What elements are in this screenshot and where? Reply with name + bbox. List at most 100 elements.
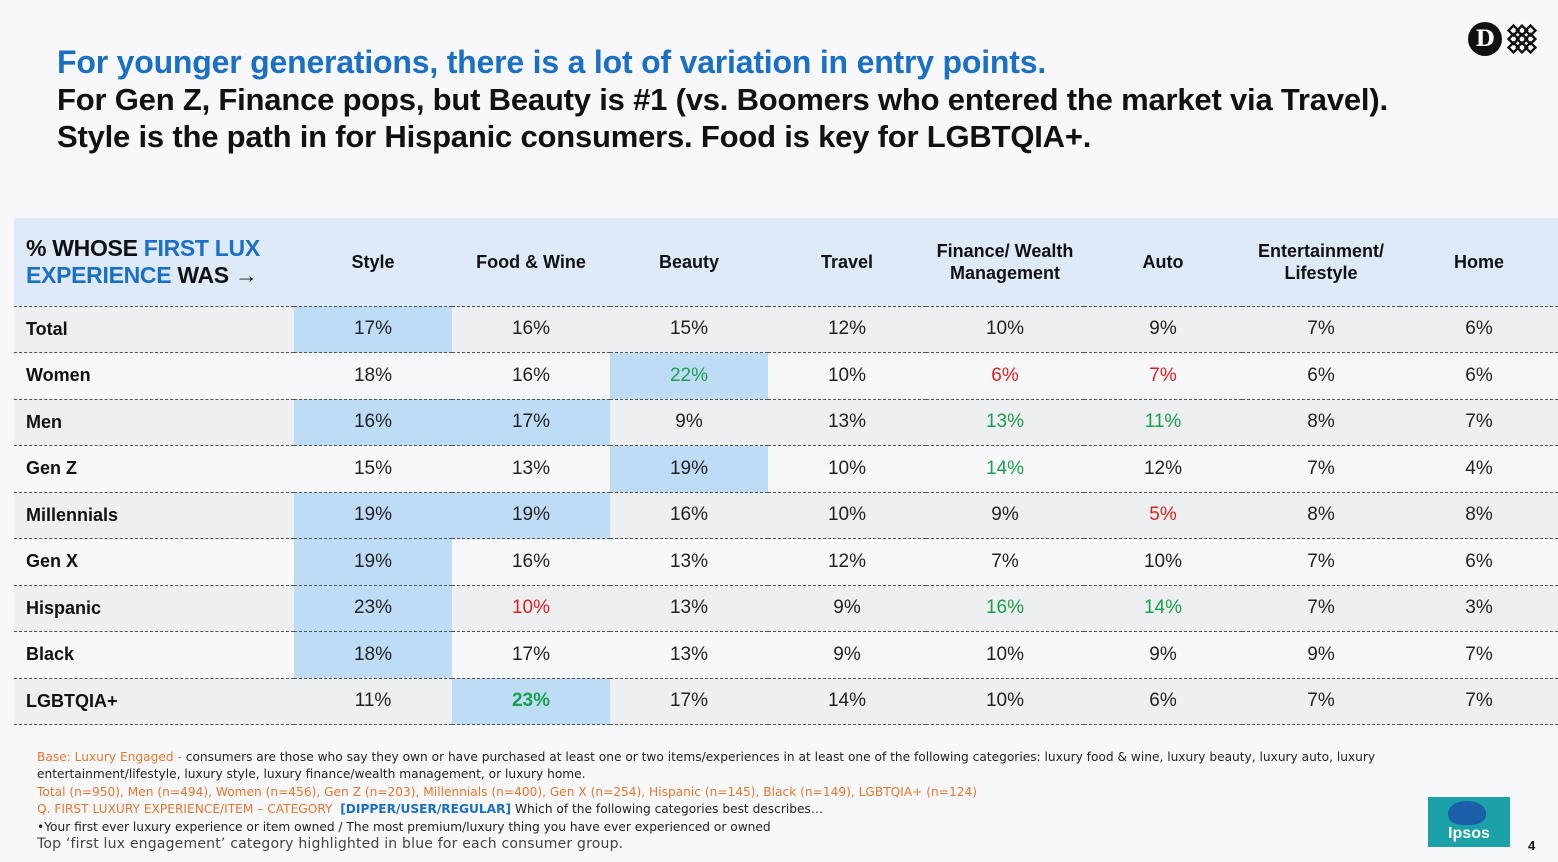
question-text: Which of the following categories best d… [511,802,824,817]
table-row: Men 16% 17% 9% 13% 13% 11% 8% 7% [14,399,1558,446]
table-cell: 6% [1465,364,1493,386]
table-row: Gen Z 15% 13% 19% 10% 14% 12% 7% 4% [14,445,1558,492]
table-cell: 17% [294,306,452,353]
row-label: Total [26,318,68,339]
footnotes: Base: Luxury Engaged - consumers are tho… [37,749,1437,853]
table-header-row: % WHOSE FIRST LUX EXPERIENCE WAS → Style… [14,218,1558,306]
table-cell: 3% [1465,597,1493,619]
column-header: Travel [768,218,926,306]
table-cell: 13% [985,411,1025,433]
table-cell: 7% [1307,457,1335,479]
table-cell: 16% [511,550,551,572]
row-label: Gen X [26,551,79,572]
table-cell: 19% [452,492,610,539]
table-cell: 10% [985,643,1025,665]
table-cell: 16% [669,504,709,526]
ipsos-logo-mark-icon [1448,801,1486,825]
column-header: Style [294,218,452,306]
table-cell: 19% [294,492,452,539]
column-header: Auto [1084,218,1242,306]
column-header-line2: Management [949,262,1061,283]
base-text: consumers are those who say they own or … [37,750,1376,782]
column-header: Home [1400,218,1558,306]
table-cell: 12% [827,550,867,572]
ipsos-logo: Ipsos [1428,797,1510,847]
table-cell: 13% [669,643,709,665]
question-label: Q. FIRST LUXURY EXPERIENCE/ITEM – CATEGO… [37,802,333,817]
footnote-question-options: •Your first ever luxury experience or it… [37,819,771,834]
corner-part-3: EXPERIENCE [26,261,172,288]
table-cell: 23% [452,678,610,725]
row-label: LGBTQIA+ [26,690,118,711]
table-cell: 10% [985,690,1025,712]
table-cell: 6% [991,364,1019,386]
title-line-3: Style is the path in for Hispanic consum… [57,119,1092,154]
table-cell: 10% [985,318,1025,340]
table-cell: 11% [354,690,392,712]
table-cell: 15% [669,318,709,340]
table-cell: 7% [1307,318,1335,340]
base-label: Base: Luxury Engaged - [37,750,182,764]
column-header-line2: Lifestyle [1284,262,1358,283]
table-cell: 10% [827,504,867,526]
table-cell: 17% [511,643,551,665]
table-cell: 7% [991,550,1019,572]
table-cell: 23% [294,585,452,632]
footnote-base: Base: Luxury Engaged - consumers are tho… [37,749,1437,784]
table-cell: 10% [1143,550,1183,572]
row-label: Millennials [26,504,119,525]
table-cell: 6% [1307,364,1335,386]
table-cell: 9% [1149,318,1177,340]
table-cell: 12% [827,318,867,340]
table-cell: 8% [1307,411,1335,433]
question-tag: [DIPPER/USER/REGULAR] [340,802,512,817]
column-header-line1: Style [351,251,395,272]
table-cell: 9% [833,597,861,619]
column-header-line1: Travel [820,251,874,272]
table-cell: 7% [1307,690,1335,712]
table-cell: 9% [1307,643,1335,665]
table-cell: 13% [511,457,551,479]
title-line-1: For younger generations, there is a lot … [57,44,1047,80]
table-cell: 7% [1307,550,1335,572]
table-cell: 10% [511,597,551,619]
table-row: Hispanic 23% 10% 13% 9% 16% 14% 7% 3% [14,585,1558,632]
table-cell: 17% [669,690,709,712]
table-cell: 10% [827,457,867,479]
table-cell: 14% [1143,597,1183,619]
table-corner-label: % WHOSE FIRST LUX EXPERIENCE WAS → [14,218,294,306]
table-row: Total 17% 16% 15% 12% 10% 9% 7% 6% [14,306,1558,353]
table-cell: 8% [1465,504,1493,526]
table-cell: 4% [1465,457,1493,479]
table-cell: 16% [985,597,1025,619]
table-row: Women 18% 16% 22% 10% 6% 7% 6% 6% [14,352,1558,399]
table-row: Gen X 19% 16% 13% 12% 7% 10% 7% 6% [14,538,1558,585]
table-cell: 22% [610,352,768,399]
table-body: Total 17% 16% 15% 12% 10% 9% 7% 6% Women 18% 16% 22%… [14,306,1558,725]
table-cell: 9% [1149,643,1177,665]
table-cell: 8% [1307,504,1335,526]
column-header: Entertainment/Lifestyle [1242,218,1400,306]
column-header: Food & Wine [452,218,610,306]
row-label: Black [26,644,75,665]
table-cell: 18% [353,364,393,386]
table-cell: 13% [669,597,709,619]
table-cell: 7% [1465,690,1493,712]
table-cell: 16% [511,364,551,386]
table-cell: 19% [294,538,452,585]
table-cell: 7% [1465,411,1493,433]
ipsos-logo-text: Ipsos [1448,825,1490,842]
table-cell: 9% [833,643,861,665]
table-cell: 9% [675,411,703,433]
table-cell: 19% [610,445,768,492]
slide-title: For younger generations, there is a lot … [57,44,1497,155]
row-label: Gen Z [26,458,78,479]
table-cell: 5% [1149,504,1177,526]
footnote-question: Q. FIRST LUXURY EXPERIENCE/ITEM – CATEGO… [37,801,1437,818]
column-header-line1: Beauty [658,251,720,272]
table-cell: 7% [1465,643,1493,665]
corner-part-1: % WHOSE [26,234,144,261]
title-line-2: For Gen Z, Finance pops, but Beauty is #… [57,82,1388,117]
table-cell: 12% [1143,457,1183,479]
